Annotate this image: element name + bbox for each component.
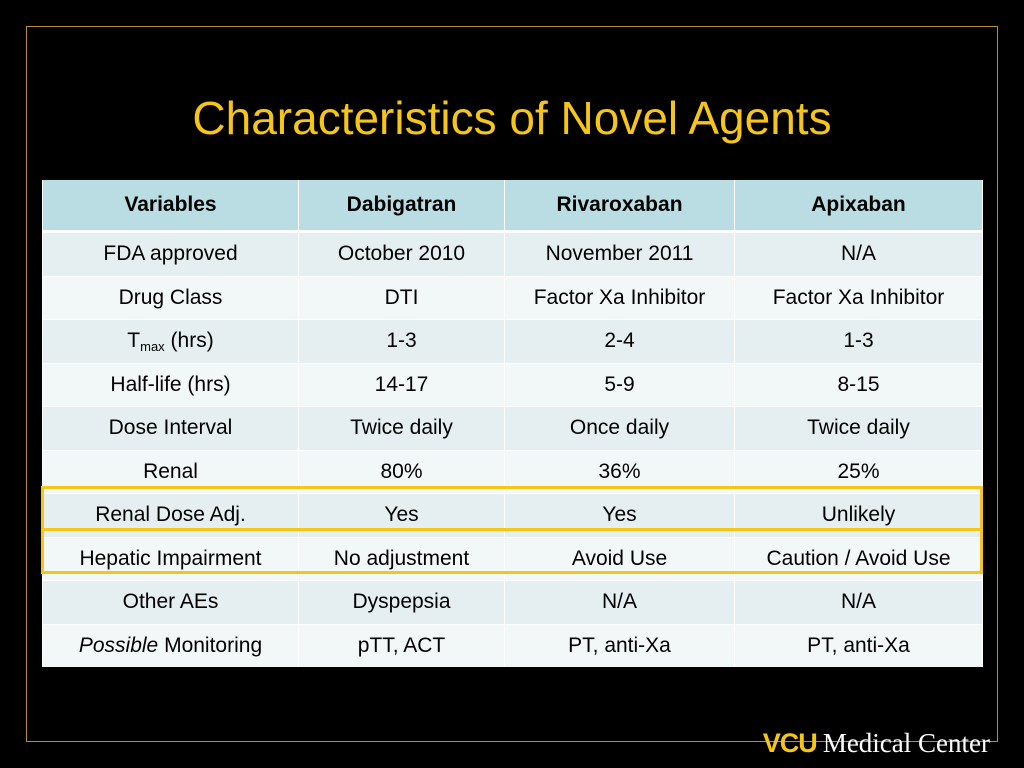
table-cell: 14-17 — [298, 362, 505, 407]
row-label: Possible Monitoring — [42, 623, 299, 667]
row-label: Other AEs — [42, 580, 299, 624]
table-cell: 1-3 — [298, 319, 505, 363]
row-label: Half-life (hrs) — [42, 362, 299, 407]
row-label: Tmax (hrs) — [42, 319, 299, 363]
vcu-medical-center-logo: VCU Medical Center — [763, 728, 990, 758]
comparison-table-container: Variables Dabigatran Rivaroxaban Apixaba… — [42, 180, 983, 667]
table-cell: N/A — [734, 231, 983, 276]
column-header-rivaroxaban: Rivaroxaban — [504, 180, 735, 233]
row-label: Dose Interval — [42, 406, 299, 450]
table-cell: Once daily — [504, 406, 735, 450]
table-cell: pTT, ACT — [298, 623, 505, 667]
table-cell: N/A — [504, 580, 735, 624]
table-cell: Dyspepsia — [298, 580, 505, 624]
table-cell: Twice daily — [298, 406, 505, 450]
table-cell: 8-15 — [734, 362, 983, 407]
row-label-italic: Possible — [78, 633, 159, 657]
table-cell: 5-9 — [504, 362, 735, 407]
row-label-rest: (hrs) — [164, 328, 214, 352]
table-row: FDA approved October 2010 November 2011 … — [42, 231, 983, 276]
table-row: Possible Monitoring pTT, ACT PT, anti-Xa… — [42, 623, 983, 667]
table-header-row: Variables Dabigatran Rivaroxaban Apixaba… — [42, 180, 983, 233]
column-header-apixaban: Apixaban — [734, 180, 983, 233]
table-row: Drug Class DTI Factor Xa Inhibitor Facto… — [42, 275, 983, 320]
slide-border — [26, 26, 998, 742]
row-label-subscript: max — [140, 338, 165, 354]
row-label: Drug Class — [42, 275, 299, 320]
table-cell: PT, anti-Xa — [504, 623, 735, 667]
table-cell: 2-4 — [504, 319, 735, 363]
table-cell: Twice daily — [734, 406, 983, 450]
table-cell: DTI — [298, 275, 505, 320]
slide-title: Characteristics of Novel Agents — [192, 92, 832, 144]
logo-mark: VCU — [762, 728, 818, 758]
table-row: Other AEs Dyspepsia N/A N/A — [42, 580, 983, 624]
table-cell: 1-3 — [734, 319, 983, 363]
table-row: Tmax (hrs) 1-3 2-4 1-3 — [42, 319, 983, 363]
column-header-dabigatran: Dabigatran — [298, 180, 505, 233]
logo-text: Medical Center — [822, 728, 990, 758]
table-row: Dose Interval Twice daily Once daily Twi… — [42, 406, 983, 450]
highlight-divider — [41, 528, 983, 531]
row-label-main: T — [127, 328, 141, 352]
row-label-rest: Monitoring — [158, 633, 263, 657]
row-label: FDA approved — [42, 231, 299, 276]
table-cell: November 2011 — [504, 231, 735, 276]
table-cell: PT, anti-Xa — [734, 623, 983, 667]
column-header-variables: Variables — [42, 180, 299, 233]
comparison-table: Variables Dabigatran Rivaroxaban Apixaba… — [42, 180, 983, 667]
table-row: Half-life (hrs) 14-17 5-9 8-15 — [42, 362, 983, 407]
table-cell: Factor Xa Inhibitor — [504, 275, 735, 320]
table-cell: October 2010 — [298, 231, 505, 276]
table-cell: Factor Xa Inhibitor — [734, 275, 983, 320]
table-cell: N/A — [734, 580, 983, 624]
